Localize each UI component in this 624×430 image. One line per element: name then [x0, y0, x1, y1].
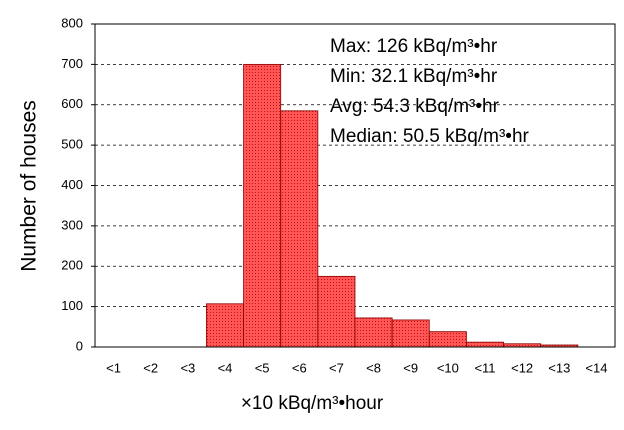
bar	[466, 341, 504, 348]
x-tick-label: <5	[255, 360, 270, 375]
x-tick-label: <7	[329, 360, 344, 375]
annotation: Min: 32.1 kBq/m³•hr	[330, 66, 498, 87]
bar	[280, 110, 319, 348]
x-axis-label: ×10 kBq/m³•hour	[241, 393, 384, 414]
bar	[243, 63, 282, 348]
x-tick-label: <6	[292, 360, 307, 375]
x-tick-label: <10	[437, 360, 459, 375]
y-tick-label: 0	[76, 338, 83, 353]
y-tick-label: 600	[61, 96, 83, 111]
y-tick-label: 100	[61, 298, 83, 313]
y-tick-label: 200	[61, 258, 83, 273]
bar	[206, 303, 244, 348]
bar	[391, 319, 430, 348]
y-tick-label: 500	[61, 137, 83, 152]
x-tick-label: <4	[218, 360, 233, 375]
x-tick-label: <8	[366, 360, 381, 375]
annotation: Median: 50.5 kBq/m³•hr	[330, 126, 530, 147]
bar	[428, 331, 467, 348]
bar	[354, 317, 393, 348]
x-tick-label: <1	[106, 360, 121, 375]
x-tick-label: <11	[474, 360, 495, 375]
annotation: Avg: 54.3 kBq/m³•hr	[330, 96, 500, 117]
y-tick-label: 800	[61, 15, 83, 30]
x-tick-label: <3	[180, 360, 195, 375]
annotation: Max: 126 kBq/m³•hr	[330, 36, 498, 57]
y-axis-label: Number of houses	[18, 100, 41, 272]
x-tick-label: <12	[511, 360, 533, 375]
y-tick-label: 700	[61, 56, 83, 71]
x-tick-label: <2	[143, 360, 158, 375]
x-tick-label: <9	[403, 360, 418, 375]
y-tick-label: 400	[61, 177, 83, 192]
x-tick-label: <14	[585, 360, 607, 375]
bar	[317, 275, 356, 348]
x-tick-label: <13	[548, 360, 570, 375]
y-tick-label: 300	[61, 217, 83, 232]
